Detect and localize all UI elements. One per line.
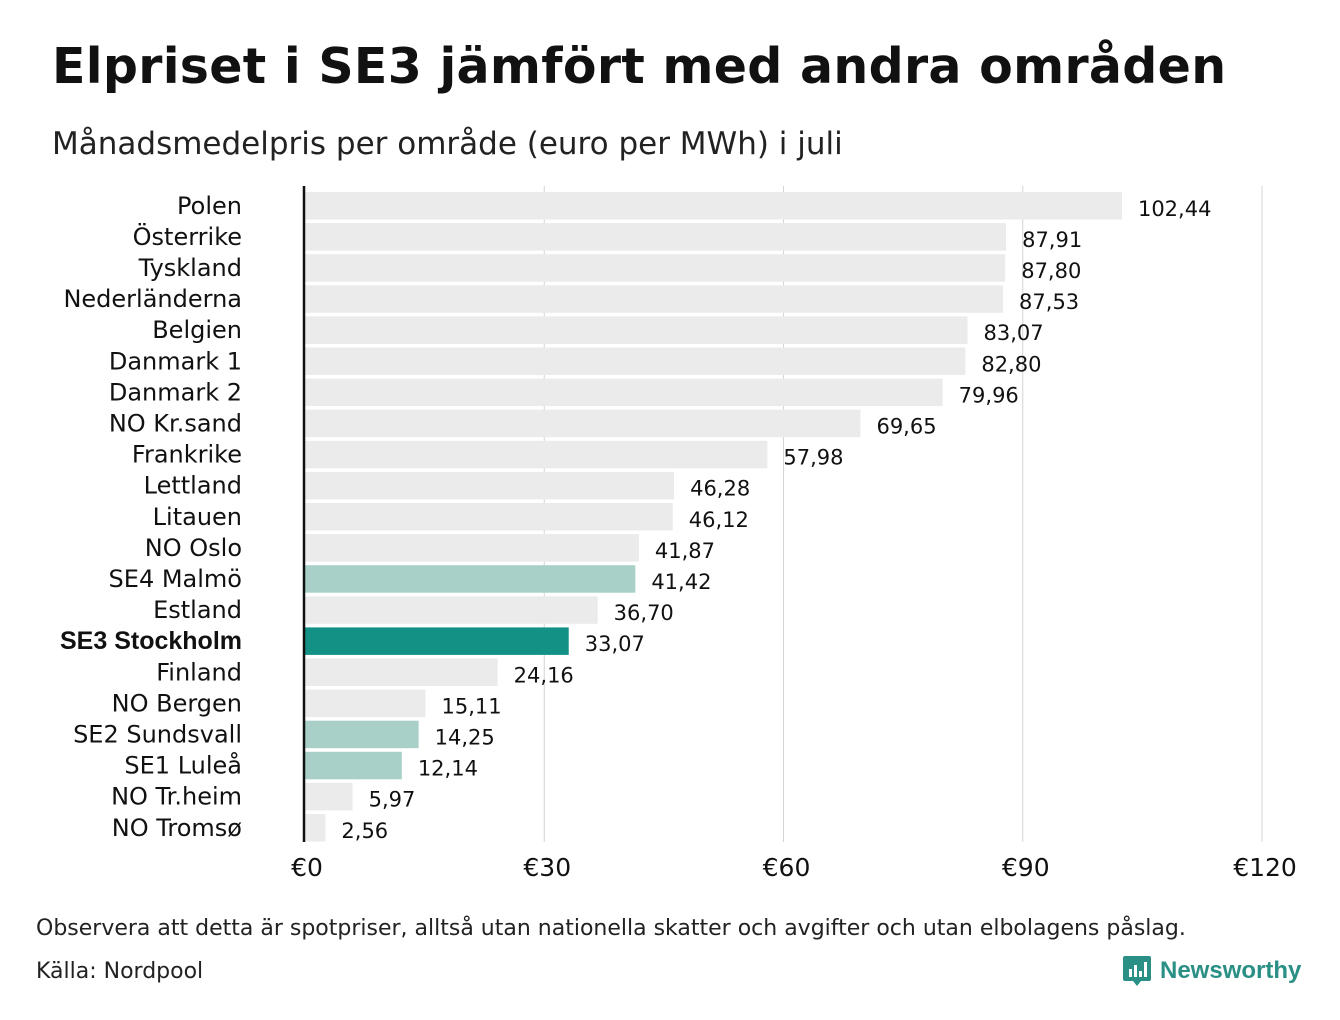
category-label: NO Tromsø	[112, 814, 242, 842]
bar	[305, 627, 569, 655]
x-tick-label: €0	[291, 853, 323, 882]
bar	[305, 596, 598, 624]
category-label: SE2 Sundsvall	[73, 720, 242, 748]
value-label: 36,70	[614, 601, 674, 625]
x-tick-label: €30	[523, 853, 571, 882]
category-label: Nederländerna	[63, 285, 242, 313]
value-label: 83,07	[983, 321, 1043, 345]
newsworthy-logo: Newsworthy	[1122, 954, 1301, 988]
category-label: SE3 Stockholm	[60, 627, 242, 655]
bar	[305, 658, 498, 686]
category-label: Danmark 1	[109, 347, 242, 375]
category-label: NO Kr.sand	[109, 409, 242, 437]
value-label: 5,97	[369, 788, 416, 812]
bar	[305, 409, 861, 438]
category-label: Tyskland	[138, 254, 242, 282]
footnote: Observera att detta är spotpriser, allts…	[36, 916, 1186, 941]
bar	[305, 565, 636, 593]
category-label: NO Bergen	[112, 689, 242, 717]
source-text: Källa: Nordpool	[36, 959, 204, 984]
category-label: Polen	[177, 192, 242, 220]
value-label: 87,53	[1019, 290, 1079, 314]
value-label: 46,12	[689, 508, 749, 532]
bar	[305, 285, 1004, 313]
value-label: 33,07	[585, 632, 645, 656]
value-label: 41,87	[655, 539, 715, 563]
category-label: Danmark 2	[109, 378, 242, 406]
bar	[305, 534, 639, 562]
x-tick-label: €120	[1233, 853, 1297, 882]
value-label: 69,65	[876, 414, 936, 438]
bar	[305, 316, 968, 344]
category-label: Belgien	[152, 316, 242, 344]
category-label: Frankrike	[132, 441, 242, 469]
category-label: Österrike	[133, 222, 242, 251]
brand-name: Newsworthy	[1160, 957, 1302, 984]
category-label: SE4 Malmö	[109, 565, 242, 593]
category-label: SE1 Luleå	[124, 751, 242, 780]
value-label: 87,80	[1021, 259, 1081, 283]
value-label: 2,56	[341, 819, 388, 843]
value-label: 15,11	[442, 694, 502, 718]
value-label: 12,14	[418, 757, 478, 781]
bar	[305, 503, 673, 531]
chart-subtitle: Månadsmedelpris per område (euro per MWh…	[52, 126, 843, 162]
bar	[305, 689, 426, 718]
x-tick-label: €60	[763, 853, 811, 882]
category-label: Finland	[156, 658, 242, 686]
value-label: 24,16	[514, 663, 574, 687]
value-label: 102,44	[1138, 197, 1211, 221]
bar	[305, 440, 768, 469]
x-tick-label: €90	[1002, 853, 1050, 882]
value-label: 57,98	[783, 446, 843, 470]
bar	[305, 751, 402, 780]
bar	[305, 814, 326, 842]
category-label: NO Tr.heim	[111, 783, 242, 811]
value-label: 14,25	[435, 725, 495, 749]
bar	[305, 254, 1006, 282]
bar	[305, 223, 1007, 251]
chart-title: Elpriset i SE3 jämfört med andra områden	[52, 38, 1227, 95]
category-label: NO Oslo	[145, 534, 242, 562]
value-label: 87,91	[1022, 228, 1082, 252]
bar	[305, 378, 943, 407]
category-label: Estland	[153, 596, 242, 624]
bar	[305, 192, 1122, 220]
value-label: 41,42	[651, 570, 711, 594]
bar	[305, 347, 966, 375]
bar	[305, 720, 419, 749]
value-label: 82,80	[981, 352, 1041, 376]
bar	[305, 471, 675, 500]
bar	[305, 782, 353, 811]
category-label: Litauen	[153, 503, 242, 531]
newsworthy-icon	[1123, 956, 1151, 986]
bar-chart: €0 €30 €60 €90 €120 Polen 102,44 Österrike 87,91…	[60, 186, 1297, 882]
value-label: 46,28	[690, 477, 750, 501]
category-label: Lettland	[144, 472, 242, 500]
value-label: 79,96	[959, 383, 1019, 407]
